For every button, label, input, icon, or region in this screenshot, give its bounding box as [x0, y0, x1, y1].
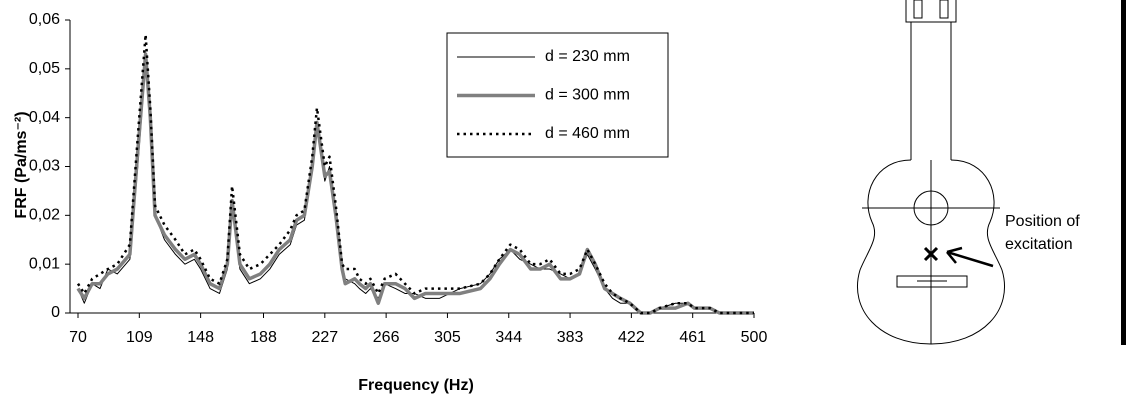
diagram-label: excitation: [1005, 236, 1073, 253]
y-tick-label: 0,02: [29, 207, 60, 224]
x-tick-label: 383: [557, 329, 584, 346]
x-tick-label: 305: [434, 329, 461, 346]
x-axis-title: Frequency (Hz): [358, 377, 474, 394]
legend-label: d = 300 mm: [545, 87, 630, 104]
series-line: [76, 33, 754, 315]
x-tick-label: 422: [618, 329, 645, 346]
x-tick-label: 148: [187, 329, 214, 346]
diagram-label: Position of: [1005, 213, 1080, 230]
legend-label: d = 460 mm: [545, 125, 630, 142]
y-tick-label: 0,03: [29, 158, 60, 175]
guitar-diagram: [857, 0, 1005, 345]
x-tick-label: 500: [741, 329, 768, 346]
y-tick-label: 0: [51, 304, 60, 321]
x-tick-label: 344: [495, 329, 522, 346]
y-axis-title: FRF (Pa/ms⁻²): [13, 111, 30, 218]
x-tick-label: 461: [679, 329, 706, 346]
series-line: [76, 52, 754, 315]
y-tick-label: 0,06: [29, 11, 60, 28]
x-tick-label: 266: [373, 329, 400, 346]
x-tick-label: 109: [126, 329, 153, 346]
y-tick-label: 0,05: [29, 60, 60, 77]
x-tick-label: 188: [250, 329, 277, 346]
x-tick-label: 227: [311, 329, 338, 346]
legend-label: d = 230 mm: [545, 48, 630, 65]
edge-bar: [1121, 0, 1126, 345]
x-tick-label: 70: [69, 329, 87, 346]
y-tick-label: 0,04: [29, 109, 60, 126]
y-tick-label: 0,01: [29, 255, 60, 272]
